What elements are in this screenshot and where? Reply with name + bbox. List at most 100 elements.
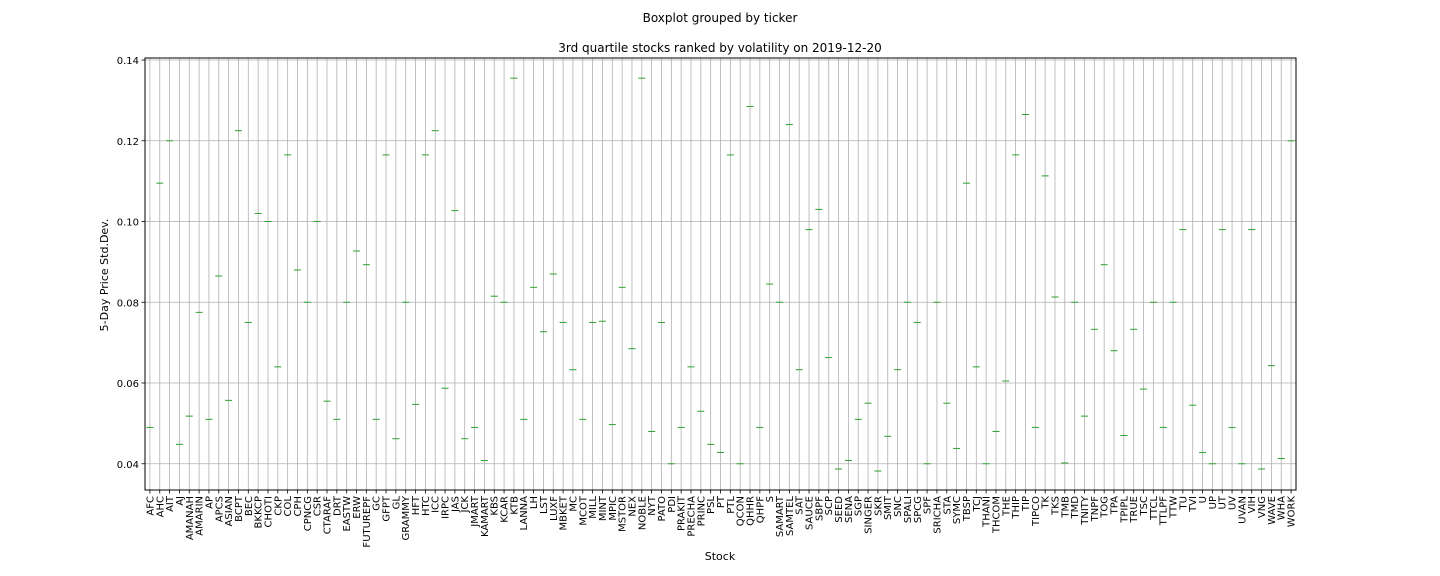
x-tick-label: UV (1228, 496, 1239, 510)
y-tick-label: 0.12 (117, 137, 139, 148)
x-tick-label: COL (283, 496, 294, 517)
x-tick-label: TOG (1100, 496, 1111, 519)
x-tick-label: TTCL (1149, 496, 1160, 521)
x-tick-label: HFT (411, 495, 422, 515)
y-tick-label: 0.06 (117, 379, 139, 390)
x-tick-label: TPA (1110, 496, 1121, 515)
x-tick-label: AIT (165, 495, 176, 512)
x-tick-label: AP (204, 496, 215, 509)
x-tick-label: ICC (431, 496, 442, 513)
x-tick-label: IRPC (441, 496, 452, 519)
x-tick-label: SRICHA (932, 496, 943, 534)
x-tick-label: LUXF (549, 496, 560, 521)
x-tick-label: SPF (923, 496, 934, 514)
x-tick-label: MILL (588, 496, 599, 519)
x-tick-label: QHPF (755, 496, 766, 523)
x-tick-label: MBKET (559, 495, 570, 530)
x-tick-label: TNPF (1090, 496, 1101, 523)
x-tick-label: JAS (450, 496, 461, 513)
x-tick-label: NYT (647, 495, 658, 516)
x-tick-label: TK (1041, 496, 1052, 510)
x-tick-label: MCOT (578, 495, 589, 525)
x-tick-label: THIP (1011, 496, 1022, 520)
x-tick-label: PTL (726, 496, 737, 514)
x-tick-label: CPNCG (303, 496, 314, 531)
x-tick-label: U (1198, 496, 1209, 503)
x-tick-label: MC (568, 496, 579, 512)
x-axis-ticks: AFCAHCAITAJAMANAHAMARINAPAPCSASIANBCPTBE… (145, 490, 1298, 548)
x-tick-label: TPIPL (1119, 496, 1130, 524)
x-tick-label: MINT (598, 495, 609, 521)
x-tick-label: KBS (490, 496, 501, 516)
x-tick-label: SCP (824, 496, 835, 515)
x-tick-label: UT (1218, 495, 1229, 509)
x-tick-label: AJ (175, 496, 186, 506)
x-tick-label: WHA (1277, 496, 1288, 520)
x-tick-label: TVI (1188, 496, 1199, 513)
x-tick-label: TIP (1021, 496, 1032, 512)
x-tick-label: PSL (706, 496, 717, 514)
x-tick-label: AFC (145, 496, 156, 516)
x-tick-label: THE (1001, 496, 1012, 517)
y-tick-label: 0.04 (117, 460, 139, 471)
x-tick-label: JMART (470, 495, 481, 528)
x-tick-label: UVAN (1237, 496, 1248, 524)
x-tick-label: LANNA (519, 496, 530, 531)
x-tick-label: KCAR (500, 496, 511, 523)
x-tick-label: SAUCE (805, 496, 816, 530)
x-tick-label: THCOM (991, 496, 1002, 534)
x-tick-label: AMANAH (185, 496, 196, 540)
x-tick-label: SMIT (883, 495, 894, 520)
x-tick-label: MSTOR (618, 496, 629, 532)
x-tick-label: SPALI (903, 496, 914, 523)
x-tick-label: LST (539, 495, 550, 514)
x-tick-label: CTARAF (322, 496, 333, 535)
x-tick-label: UP (1208, 496, 1219, 509)
x-tick-label: SPCG (913, 496, 924, 523)
x-tick-label: SKR (873, 496, 884, 516)
x-tick-label: VIH (1247, 496, 1258, 513)
x-tick-label: MPIC (608, 496, 619, 521)
x-tick-label: TTLPF (1159, 496, 1170, 527)
x-tick-label: PRINC (696, 496, 707, 526)
x-tick-label: SBPF (814, 496, 825, 521)
x-tick-label: PDI (667, 496, 678, 513)
x-tick-label: NEX (627, 496, 638, 517)
y-tick-label: 0.14 (117, 56, 139, 67)
x-tick-label: CKP (273, 496, 284, 516)
x-tick-label: ERW (352, 496, 363, 519)
x-tick-label: QHHR (746, 496, 757, 526)
x-tick-label: WORK (1287, 496, 1298, 528)
x-tick-label: TCJ (972, 496, 983, 512)
x-tick-label: APCS (214, 496, 225, 522)
x-tick-label: TTW (1169, 496, 1180, 519)
x-tick-label: CPH (293, 496, 304, 517)
x-tick-label: TNITY (1080, 495, 1091, 526)
chart-suptitle: Boxplot grouped by ticker (643, 11, 798, 25)
x-tick-label: GL (391, 496, 402, 510)
x-tick-label: EASTW (342, 496, 353, 532)
median-lines (146, 77, 1295, 472)
x-tick-label: STA (942, 496, 953, 515)
x-tick-label: BCPT (234, 495, 245, 522)
x-tick-label: GFPT (382, 495, 393, 522)
x-tick-label: LH (529, 496, 540, 509)
y-axis-label: 5-Day Price Std.Dev. (98, 219, 111, 332)
x-tick-label: WAVE (1267, 496, 1278, 525)
x-tick-label: PRECHA (686, 496, 697, 537)
x-tick-label: TU (1178, 496, 1189, 510)
x-tick-label: BEC (244, 496, 255, 516)
x-tick-label: SENA (844, 496, 855, 523)
x-tick-label: PT (716, 495, 727, 508)
x-tick-label: TIPCO (1031, 496, 1042, 527)
x-tick-label: TKS (1050, 496, 1061, 516)
x-tick-label: AHC (155, 496, 166, 517)
x-tick-label: SYMC (952, 496, 963, 524)
x-tick-label: FUTUREPF (362, 496, 373, 548)
x-tick-label: CSR (313, 496, 324, 516)
x-tick-label: PATO (657, 496, 668, 522)
x-tick-label: TRUE (1129, 496, 1140, 524)
y-axis-ticks: 0.04 0.06 0.08 0.10 0.12 0.14 (117, 56, 145, 471)
x-tick-label: ASIAN (224, 496, 235, 526)
x-tick-label: S (765, 496, 776, 502)
